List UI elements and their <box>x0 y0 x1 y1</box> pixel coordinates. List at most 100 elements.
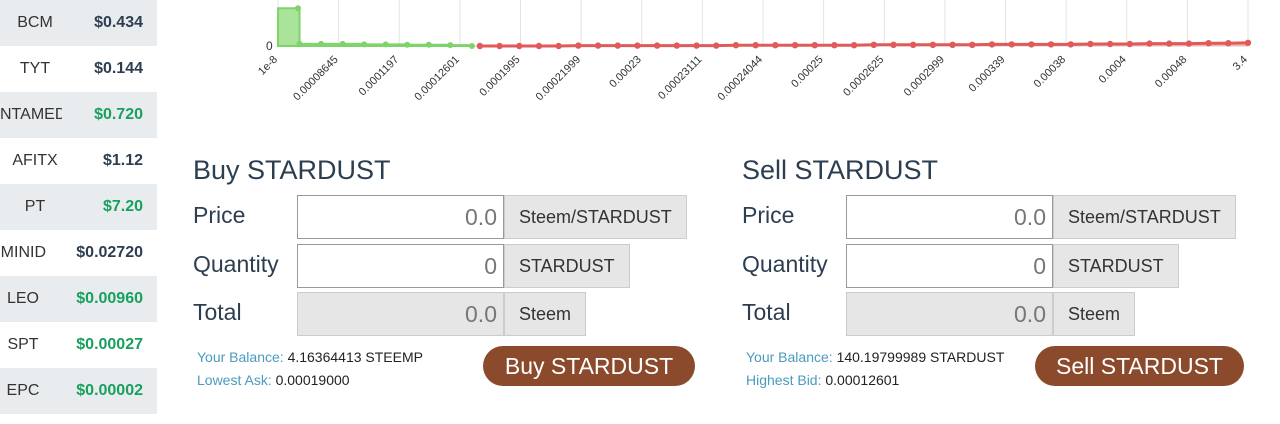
ask-point <box>752 42 759 49</box>
buy-quantity-input[interactable] <box>297 244 504 288</box>
ask-point <box>732 42 740 49</box>
x-tick-label: 0.00048 <box>1153 54 1190 91</box>
token-row[interactable]: MINID $0.02720 <box>0 230 157 276</box>
ask-point <box>673 42 681 49</box>
x-tick-label: 0.00012601 <box>412 54 462 104</box>
buy-button[interactable]: Buy STARDUST <box>483 346 695 386</box>
lowest-ask-label: Lowest Ask: <box>197 372 272 388</box>
chart-grid <box>277 0 1249 47</box>
buy-price-label: Price <box>193 202 246 228</box>
highest-bid-value[interactable]: 0.00012601 <box>825 372 900 388</box>
buy-price-input[interactable] <box>297 195 504 239</box>
buy-balance: Your Balance: 4.16364413 STEEMP <box>197 349 423 365</box>
highest-bid: Highest Bid: 0.00012601 <box>746 372 899 388</box>
bid-point <box>295 5 301 12</box>
ask-point <box>1067 41 1074 48</box>
token-symbol: SPT <box>7 336 39 353</box>
ask-point <box>516 42 523 50</box>
buy-total-label: Total <box>193 299 242 325</box>
x-tick-label: 0.0002625 <box>841 54 886 99</box>
sell-quantity-unit: STARDUST <box>1053 244 1179 288</box>
sell-panel: Sell STARDUST Price Steem/STARDUST Quant… <box>742 152 1252 388</box>
buy-price-unit: Steem/STARDUST <box>504 195 687 239</box>
ask-point <box>1028 41 1035 48</box>
ask-point <box>713 42 720 49</box>
ask-point <box>1205 40 1212 47</box>
lowest-ask-value[interactable]: 0.00019000 <box>275 372 350 388</box>
token-row[interactable]: PT $7.20 <box>0 184 157 230</box>
ask-point <box>1185 40 1193 47</box>
token-row[interactable]: EPC $0.00002 <box>0 368 157 414</box>
ask-point <box>949 41 956 48</box>
token-price: $0.02720 <box>76 244 143 261</box>
buy-balance-label: Your Balance: <box>197 349 284 365</box>
x-tick-label: 3.4 <box>1231 54 1250 73</box>
ask-point <box>1047 41 1055 48</box>
token-price: $0.00960 <box>76 290 143 307</box>
ask-point <box>1244 39 1252 46</box>
ask-point <box>791 42 799 49</box>
x-tick-label: 0.00024044 <box>716 54 766 104</box>
ask-point <box>476 42 484 50</box>
token-symbol: AFITX <box>12 152 58 169</box>
x-tick-label: 0.0002999 <box>902 54 947 99</box>
token-symbol: MINID <box>0 244 46 261</box>
buy-panel: Buy STARDUST Price Steem/STARDUST Quanti… <box>193 152 703 388</box>
token-price: $7.20 <box>102 198 143 215</box>
ask-point <box>1126 40 1134 48</box>
x-tick-label: 0.00008645 <box>291 54 341 104</box>
token-row[interactable]: TYT $0.144 <box>0 46 157 92</box>
ask-point <box>870 41 877 48</box>
x-tick-label: 0.00021999 <box>534 54 584 104</box>
token-price: $0.00027 <box>76 336 143 353</box>
ask-point <box>909 41 917 48</box>
token-row[interactable]: NTAMED $0.720 <box>0 92 157 138</box>
ask-point <box>831 42 838 49</box>
buy-title: Buy STARDUST <box>193 155 391 185</box>
token-list: BCM $0.434 TYT $0.144 NTAMED $0.720 AFIT… <box>0 0 157 424</box>
lowest-ask: Lowest Ask: 0.00019000 <box>197 372 350 388</box>
ask-point <box>653 42 661 49</box>
x-tick-label: 0.000339 <box>967 54 1008 95</box>
x-tick-label: 0.0001197 <box>357 54 402 99</box>
sell-quantity-input[interactable] <box>846 244 1053 288</box>
token-symbol: TYT <box>19 60 51 77</box>
token-row[interactable]: SPT $0.00027 <box>0 322 157 368</box>
token-row[interactable]: LEO $0.00960 <box>0 276 157 322</box>
x-tick-label: 0.00025 <box>789 54 826 91</box>
ask-point <box>693 42 700 49</box>
sell-button[interactable]: Sell STARDUST <box>1035 346 1244 386</box>
ask-point <box>496 42 503 50</box>
x-axis-labels: 1e-8 0.00008645 0.0001197 0.00012601 0.00019… <box>256 54 1250 104</box>
x-tick-label: 0.00023 <box>607 54 644 91</box>
sell-price-unit: Steem/STARDUST <box>1053 195 1236 239</box>
buy-quantity-label: Quantity <box>193 251 279 277</box>
token-symbol: EPC <box>6 382 40 399</box>
ask-point <box>969 41 976 48</box>
token-price: $0.00002 <box>76 382 143 399</box>
sell-price-input[interactable] <box>846 195 1053 239</box>
bid-point <box>404 41 411 48</box>
sell-title: Sell STARDUST <box>742 155 939 185</box>
bid-point <box>296 40 303 47</box>
ask-point <box>594 42 602 49</box>
token-row[interactable]: AFITX $1.12 <box>0 138 157 184</box>
sell-total-unit: Steem <box>1053 292 1136 336</box>
token-symbol: NTAMED <box>0 106 62 123</box>
bid-area <box>277 7 473 47</box>
token-row[interactable]: BCM $0.434 <box>0 0 157 46</box>
sell-price-label: Price <box>742 202 795 228</box>
ask-point <box>1087 40 1094 48</box>
sell-balance-label: Your Balance: <box>746 349 833 365</box>
x-tick-label: 1e-8 <box>256 54 280 78</box>
ask-point <box>1225 40 1232 47</box>
highest-bid-label: Highest Bid: <box>746 372 822 388</box>
ask-point <box>850 42 858 49</box>
x-tick-label: 0.00038 <box>1032 54 1069 91</box>
token-price: $0.144 <box>94 60 143 77</box>
buy-quantity-unit: STARDUST <box>504 244 630 288</box>
ask-point <box>634 42 641 49</box>
sell-balance-value: 140.19799989 STARDUST <box>836 349 1005 365</box>
ask-point <box>1008 41 1015 48</box>
token-symbol: BCM <box>17 14 53 31</box>
